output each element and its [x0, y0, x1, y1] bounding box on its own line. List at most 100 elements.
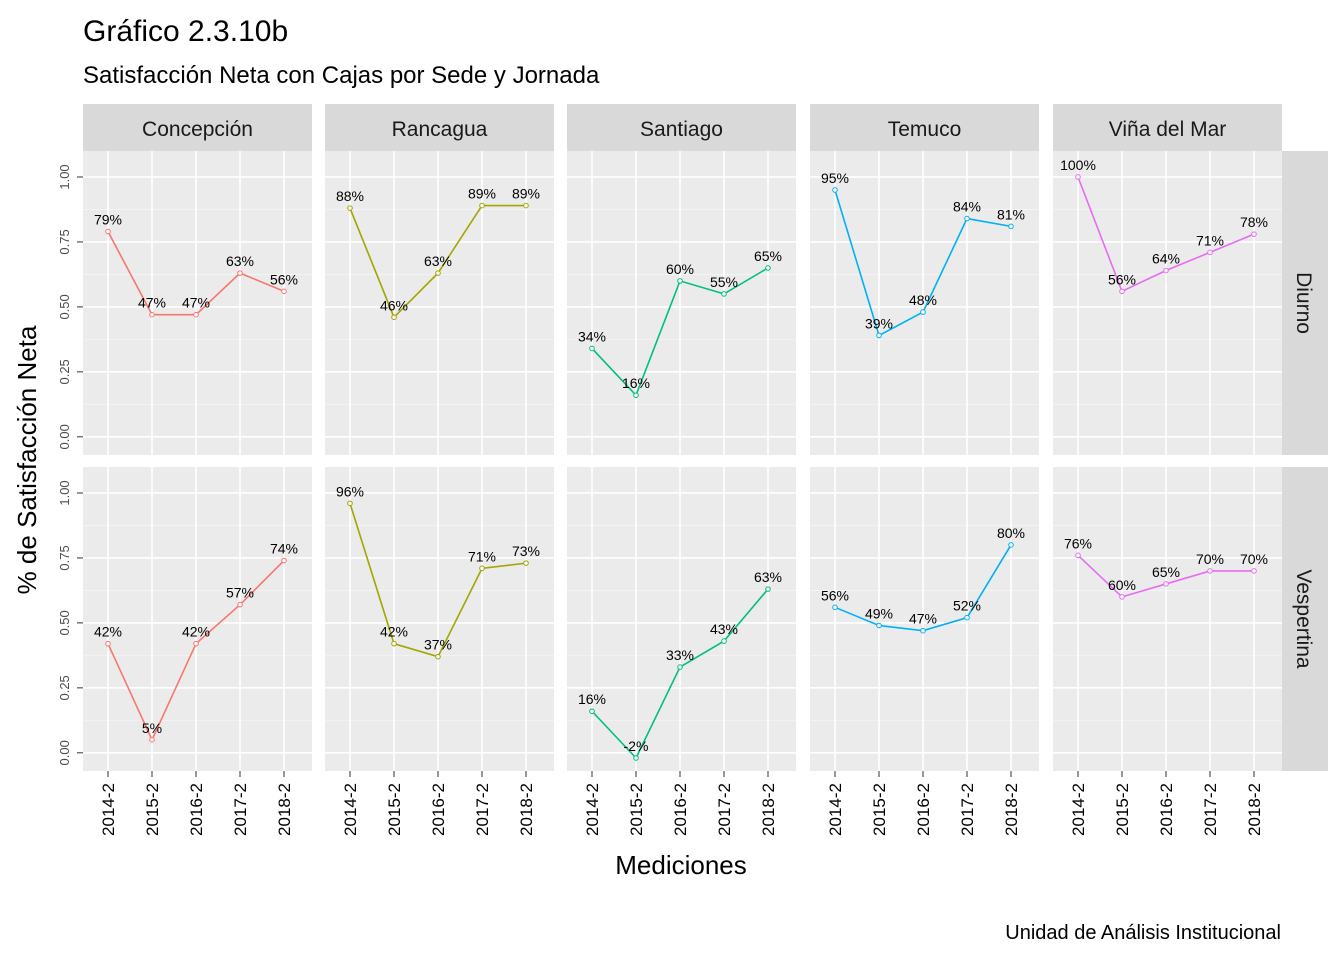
data-label: 5%: [142, 720, 162, 736]
data-label: 37%: [424, 637, 452, 653]
strip-concepcion: [83, 104, 312, 151]
x-tick-label: 2018-2: [759, 783, 778, 836]
data-point: [721, 638, 727, 644]
data-point: [589, 345, 595, 352]
data-point: [281, 557, 287, 564]
x-tick-label: 2018-2: [517, 783, 536, 836]
panel-background: [1053, 467, 1282, 771]
x-tick-label: 2015-2: [385, 783, 404, 836]
data-point: [920, 309, 926, 315]
data-label: 100%: [1060, 157, 1096, 173]
y-tick-label: 0.00: [57, 740, 72, 765]
panel-concepcion-vespertina: [83, 467, 312, 771]
data-point: [1251, 231, 1257, 237]
data-label: 57%: [226, 585, 254, 601]
data-point: [105, 640, 111, 647]
data-point: [105, 228, 111, 235]
panel-rancagua-vespertina: [325, 467, 554, 771]
data-label: 46%: [380, 297, 408, 313]
strip-diurno: [1282, 151, 1328, 455]
data-point: [633, 755, 639, 761]
data-point: [281, 288, 287, 295]
series-concepcion-vespertina: 42% 5% 42% 57% 74%: [94, 541, 298, 743]
y-tick-label: 0.50: [57, 294, 72, 319]
data-label: 16%: [622, 375, 650, 391]
data-label: 56%: [1108, 271, 1136, 287]
data-point: [920, 627, 926, 634]
data-label: 89%: [512, 186, 540, 202]
panel-temuco-diurno: [810, 151, 1039, 455]
strip-santiago: [567, 104, 796, 151]
chart-caption: Unidad de Análisis Institucional: [1005, 922, 1281, 944]
x-tick-label: 2018-2: [1002, 783, 1021, 836]
strip-rancagua: [325, 104, 554, 151]
x-tick-label: 2017-2: [958, 783, 977, 836]
data-label: 47%: [138, 295, 166, 311]
data-label: 56%: [270, 271, 298, 287]
data-label: 39%: [865, 315, 893, 331]
panel-background: [567, 467, 796, 771]
chart-title: Gráfico 2.3.10b: [83, 15, 288, 48]
data-label: 70%: [1240, 551, 1268, 567]
data-point: [964, 215, 970, 222]
data-label: 42%: [380, 624, 408, 640]
data-label: 74%: [270, 541, 298, 557]
data-label: 65%: [1152, 564, 1180, 580]
chart-subtitle: Satisfacción Neta con Cajas por Sede y J…: [83, 62, 600, 89]
data-point: [677, 664, 683, 670]
data-label: 42%: [94, 624, 122, 640]
strip-label-vespertina: Vespertina: [1292, 569, 1315, 669]
x-tick-label: 2014-2: [583, 783, 602, 836]
strip-label-vina-del-mar: Viña del Mar: [1109, 118, 1227, 141]
series-rancagua-diurno: 88% 46% 63% 89% 89%: [336, 186, 540, 321]
data-point: [237, 601, 243, 608]
x-tick-label: 2017-2: [231, 783, 250, 836]
y-tick-label: 0.00: [57, 424, 72, 449]
series-santiago-diurno: 34% 16% 60% 55% 65%: [578, 248, 782, 399]
strip-label-diurno: Diurno: [1292, 272, 1315, 334]
data-point: [1207, 249, 1213, 256]
data-label: 56%: [821, 587, 849, 603]
data-label: 60%: [666, 261, 694, 277]
x-tick-label: 2016-2: [429, 783, 448, 836]
series-vina-del-mar-diurno: 100% 56% 64% 71% 78%: [1060, 157, 1268, 295]
data-label: 43%: [710, 621, 738, 637]
x-tick-label: 2014-2: [99, 783, 118, 836]
panel-vina-del-mar-diurno: [1053, 151, 1282, 455]
x-tick-label: 2016-2: [914, 783, 933, 836]
x-tick-label: 2015-2: [1113, 783, 1132, 836]
data-label: 60%: [1108, 577, 1136, 593]
data-point: [589, 708, 595, 715]
data-point: [765, 586, 771, 592]
x-tick-label: 2017-2: [1201, 783, 1220, 836]
y-tick-label: 0.25: [57, 675, 72, 700]
x-tick-label: 2018-2: [275, 783, 294, 836]
data-point: [832, 604, 838, 611]
strip-label-santiago: Santiago: [640, 118, 723, 141]
data-point: [832, 187, 838, 193]
data-point: [876, 622, 882, 629]
x-tick-label: 2014-2: [1069, 783, 1088, 836]
y-tick-label: 1.00: [57, 164, 72, 189]
data-point: [149, 311, 155, 318]
x-tick-label: 2014-2: [341, 783, 360, 836]
panel-concepcion-diurno: [83, 151, 312, 455]
data-label: 80%: [997, 525, 1025, 541]
data-point: [435, 270, 441, 276]
data-point: [391, 314, 397, 321]
data-point: [1008, 223, 1014, 230]
strip-vina-del-mar: [1053, 104, 1282, 151]
panel-background: [325, 467, 554, 771]
data-point: [765, 265, 771, 271]
panel-background: [567, 151, 796, 455]
data-point: [1163, 267, 1169, 274]
x-tick-label: 2016-2: [1157, 783, 1176, 836]
data-point: [149, 737, 155, 743]
series-rancagua-vespertina: 96% 42% 37% 71% 73%: [336, 483, 540, 660]
data-label: 71%: [468, 548, 496, 564]
data-label: 79%: [94, 212, 122, 228]
data-point: [237, 270, 243, 276]
data-label: 42%: [182, 624, 210, 640]
y-tick-label: 0.75: [57, 229, 72, 254]
data-point: [1207, 568, 1213, 574]
